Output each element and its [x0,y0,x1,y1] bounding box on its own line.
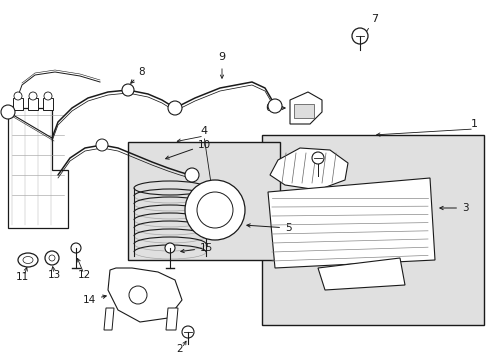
Polygon shape [269,148,347,190]
Bar [28,98,38,110]
Circle shape [29,92,37,100]
Text: 6: 6 [265,103,285,113]
Polygon shape [317,258,404,290]
Bar [293,104,313,118]
Circle shape [182,326,194,338]
Circle shape [49,255,55,261]
Text: 7: 7 [371,14,378,24]
Polygon shape [108,268,182,322]
Text: 11: 11 [15,272,29,282]
Polygon shape [8,108,68,228]
Circle shape [44,92,52,100]
Circle shape [1,105,15,119]
Text: 13: 13 [47,270,61,280]
Text: 3: 3 [439,203,468,213]
Circle shape [267,99,282,113]
Text: 12: 12 [77,270,90,280]
Ellipse shape [18,253,38,267]
Circle shape [197,192,232,228]
Circle shape [71,243,81,253]
Text: 15: 15 [181,243,213,253]
Text: 2: 2 [176,344,183,354]
Text: 10: 10 [165,140,211,159]
Polygon shape [289,92,321,124]
Circle shape [96,139,108,151]
Circle shape [351,28,367,44]
Circle shape [129,286,147,304]
Bar [128,142,280,260]
Polygon shape [165,308,178,330]
Text: 8: 8 [130,67,145,83]
Circle shape [184,168,199,182]
Bar [13,98,23,110]
Polygon shape [267,178,434,268]
Text: 1: 1 [469,119,476,129]
Text: 4: 4 [200,126,207,136]
Circle shape [168,101,182,115]
Circle shape [45,251,59,265]
Circle shape [164,243,175,253]
Circle shape [311,152,324,164]
Text: 5: 5 [246,223,291,233]
Bar [43,98,53,110]
Text: 14: 14 [82,295,106,305]
Polygon shape [104,308,114,330]
Ellipse shape [23,256,33,264]
Circle shape [184,180,244,240]
Circle shape [14,92,22,100]
Circle shape [122,84,134,96]
Text: 9: 9 [218,52,225,62]
Bar [262,135,483,325]
